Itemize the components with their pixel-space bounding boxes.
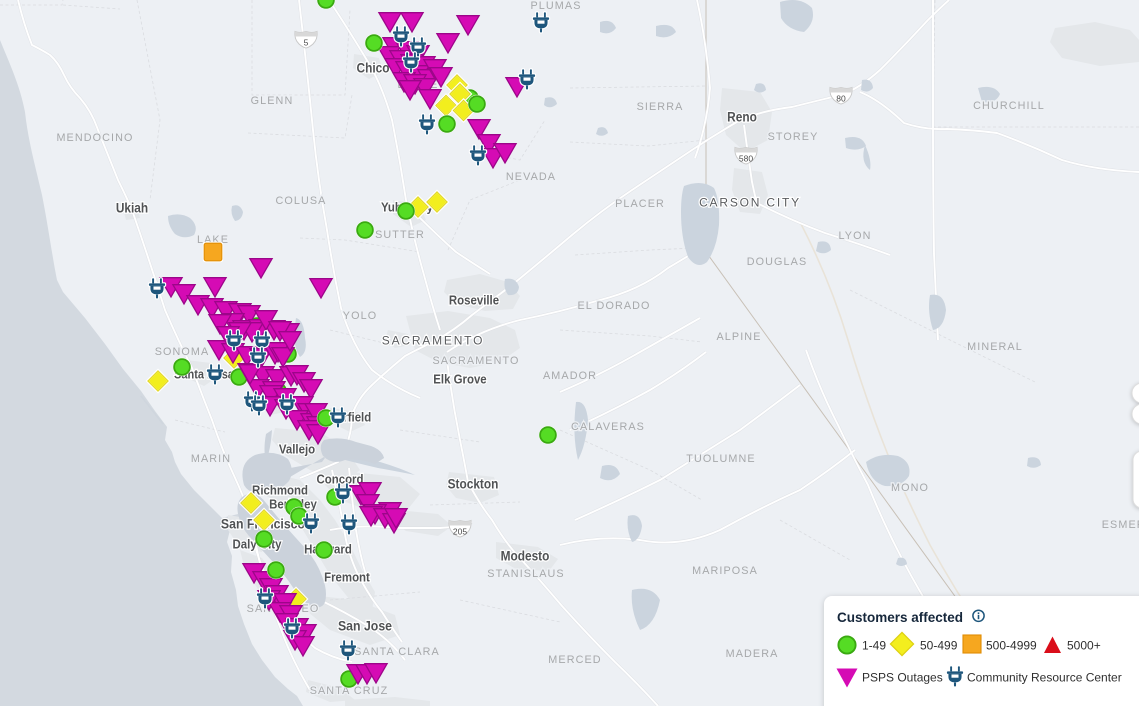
svg-text:Community Resource Center: Community Resource Center [967,671,1122,685]
svg-text:MERCED: MERCED [548,654,601,666]
svg-text:MINERAL: MINERAL [967,341,1023,353]
svg-text:Fremont: Fremont [324,570,370,585]
svg-text:Reno: Reno [727,109,757,125]
svg-text:CHURCHILL: CHURCHILL [973,100,1045,112]
svg-text:MADERA: MADERA [726,648,779,660]
svg-text:MENDOCINO: MENDOCINO [56,132,133,144]
svg-text:SONOMA: SONOMA [155,346,210,358]
svg-text:MARIPOSA: MARIPOSA [692,565,758,577]
svg-text:ALPINE: ALPINE [716,331,761,343]
svg-text:SACRAMENTO: SACRAMENTO [433,355,520,367]
svg-text:Chico: Chico [357,60,390,76]
svg-text:SANTA CLARA: SANTA CLARA [354,646,440,658]
svg-text:80: 80 [836,94,846,104]
svg-text:MARIN: MARIN [191,453,231,465]
svg-text:1-49: 1-49 [862,639,886,653]
svg-text:PLUMAS: PLUMAS [531,0,582,12]
svg-text:Richmond: Richmond [252,483,308,498]
svg-text:Vallejo: Vallejo [279,442,315,457]
svg-text:TUOLUMNE: TUOLUMNE [686,453,755,465]
svg-text:50-499: 50-499 [920,639,958,653]
svg-text:SANTA CRUZ: SANTA CRUZ [310,685,389,697]
svg-text:500-4999: 500-4999 [986,639,1037,653]
svg-text:Modesto: Modesto [501,548,550,564]
svg-text:COLUSA: COLUSA [275,195,326,207]
svg-text:EL DORADO: EL DORADO [577,300,650,312]
svg-text:YOLO: YOLO [343,310,377,322]
svg-text:SUTTER: SUTTER [375,229,425,241]
svg-text:Customers affected: Customers affected [837,610,963,625]
svg-text:STANISLAUS: STANISLAUS [487,568,564,580]
svg-text:Roseville: Roseville [449,293,499,308]
svg-text:MONO: MONO [891,482,929,494]
svg-text:DOUGLAS: DOUGLAS [747,256,808,268]
svg-text:ESMERALDA: ESMERALDA [1102,519,1139,531]
svg-text:Stockton: Stockton [448,476,499,492]
svg-text:PLACER: PLACER [615,198,665,210]
svg-text:5000+: 5000+ [1067,639,1101,653]
svg-text:GLENN: GLENN [251,95,294,107]
svg-text:SIERRA: SIERRA [637,101,684,113]
svg-text:5: 5 [304,38,309,48]
svg-text:Concord: Concord [317,472,364,487]
svg-text:Elk Grove: Elk Grove [433,372,487,387]
svg-text:AMADOR: AMADOR [543,370,597,382]
svg-text:NEVADA: NEVADA [506,171,556,183]
svg-text:LYON: LYON [839,230,872,242]
svg-text:580: 580 [739,154,753,164]
svg-text:CARSON CITY: CARSON CITY [699,196,801,210]
svg-text:PSPS Outages: PSPS Outages [862,671,943,685]
svg-text:STOREY: STOREY [768,131,819,143]
svg-text:Ukiah: Ukiah [116,200,148,216]
svg-text:San Jose: San Jose [338,618,392,634]
svg-text:SACRAMENTO: SACRAMENTO [382,334,484,348]
svg-text:205: 205 [453,527,467,537]
svg-text:CALAVERAS: CALAVERAS [571,421,645,433]
